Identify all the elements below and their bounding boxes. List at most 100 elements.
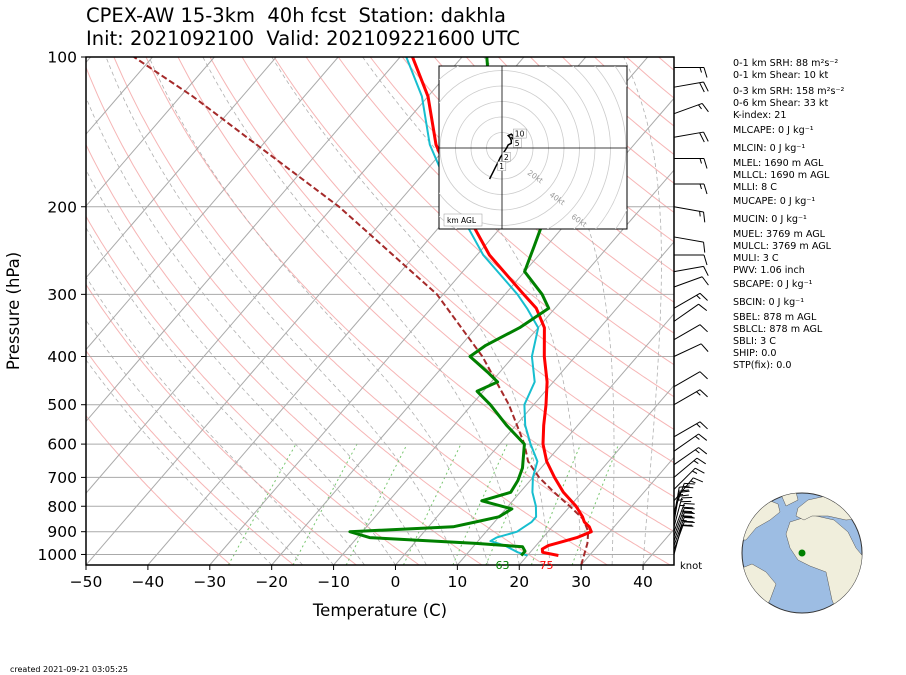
barb-staff xyxy=(673,265,704,273)
wind-barb xyxy=(674,254,708,266)
barb-half-feather xyxy=(694,449,700,454)
index-shear-0-1: 0-1 km Shear: 10 kt xyxy=(733,70,829,81)
wind-barb xyxy=(674,183,708,195)
index-mlel: MLEL: 1690 m AGL xyxy=(733,158,824,169)
y-tick-label: 100 xyxy=(47,49,77,67)
barb-staff xyxy=(673,487,680,517)
y-tick-label: 400 xyxy=(47,348,77,366)
barb-feather xyxy=(698,433,708,441)
globe-land-africa xyxy=(785,514,862,613)
x-tick-label: 40 xyxy=(633,573,653,591)
barb-feather xyxy=(684,503,695,505)
dry-adiabat xyxy=(273,57,674,430)
index-sbli: SBLI: 3 C xyxy=(733,336,776,347)
dry-adiabat xyxy=(113,57,608,565)
wind-barb xyxy=(673,236,706,253)
wind-barb xyxy=(673,131,709,143)
moist-adiabat xyxy=(202,57,520,565)
dry-adiabat xyxy=(86,349,295,565)
dry-adiabat xyxy=(209,57,674,498)
barb-staff xyxy=(673,206,704,213)
wind-barb xyxy=(673,303,708,322)
wind-barb xyxy=(673,433,708,452)
dry-adiabat xyxy=(145,57,671,565)
x-axis-label: Temperature (C) xyxy=(312,601,447,620)
wind-barb xyxy=(673,503,695,532)
isotherm xyxy=(580,456,674,565)
barb-feather xyxy=(699,324,708,333)
mixing-ratio-line xyxy=(292,443,358,565)
wind-barb xyxy=(674,158,708,169)
isotherm xyxy=(86,57,401,423)
wind-barb xyxy=(673,521,695,551)
mixing-ratio-line xyxy=(403,443,462,565)
dry-adiabat xyxy=(86,215,420,565)
barb-feather xyxy=(703,158,708,169)
moist-adiabat xyxy=(148,57,489,565)
barb-feather xyxy=(699,132,705,143)
barb-staff xyxy=(673,512,685,542)
barb-staff xyxy=(673,521,685,551)
barb-feather xyxy=(682,516,694,518)
wind-barb xyxy=(673,324,708,341)
y-tick-label: 300 xyxy=(47,286,77,304)
x-tick-label: −20 xyxy=(255,573,288,591)
chart-title-line2: Init: 2021092100 Valid: 202109221600 UTC xyxy=(86,27,520,50)
moist-adiabat xyxy=(271,57,551,565)
isotherm xyxy=(395,241,674,565)
y-tick-label: 800 xyxy=(47,498,77,516)
wind-barb xyxy=(673,477,704,502)
hodograph-height-label: 1 xyxy=(499,162,504,171)
wind-barb xyxy=(673,206,706,223)
barb-feather xyxy=(698,303,708,312)
barb-half-feather xyxy=(693,460,699,464)
index-mlli: MLLI: 8 C xyxy=(733,182,777,193)
isotherm xyxy=(271,97,674,565)
dry-adiabat xyxy=(433,57,674,273)
x-tick-label: 30 xyxy=(571,573,591,591)
dry-adiabat xyxy=(86,414,232,565)
barb-staff xyxy=(673,102,703,115)
wind-barb xyxy=(673,447,708,466)
barb-feather xyxy=(699,82,705,93)
y-tick-label: 500 xyxy=(47,396,77,414)
barb-staff xyxy=(673,492,680,522)
barb-feather xyxy=(693,477,704,483)
barb-feather xyxy=(703,211,706,223)
barb-staff xyxy=(673,467,696,490)
wind-barb xyxy=(673,102,709,115)
isotherm xyxy=(86,57,339,351)
barb-half-feather xyxy=(696,294,701,300)
barb-feather xyxy=(703,67,708,78)
hodograph-height-label: 2 xyxy=(504,153,509,162)
chart-title-line1: CPEX-AW 15-3km 40h fcst Station: dakhla xyxy=(86,4,506,27)
barb-feather xyxy=(682,520,694,523)
wind-barb xyxy=(674,67,708,78)
index-sbel: SBEL: 878 m AGL xyxy=(733,312,817,323)
x-tick-label: −40 xyxy=(132,573,165,591)
barb-staff xyxy=(673,303,699,322)
barb-feather xyxy=(679,485,690,488)
dry-adiabat xyxy=(86,66,546,565)
moist-adiabat xyxy=(86,96,427,565)
wind-barb xyxy=(673,421,708,438)
y-axis-label: Pressure (hPa) xyxy=(4,252,23,370)
wind-barb xyxy=(673,467,705,490)
moist-adiabat xyxy=(623,57,662,565)
wind-barb xyxy=(673,507,695,537)
x-tick-label: −50 xyxy=(70,573,103,591)
barb-feather xyxy=(703,242,706,253)
y-tick-label: 200 xyxy=(47,198,77,216)
moist-adiabat xyxy=(105,57,458,565)
x-tick-label: 0 xyxy=(391,573,401,591)
barb-half-feather xyxy=(692,470,698,474)
barb-staff xyxy=(673,447,699,466)
wind-barb xyxy=(673,81,709,93)
barb-staff xyxy=(673,517,685,546)
x-tick-label: 20 xyxy=(509,573,529,591)
dry-adiabat xyxy=(177,57,674,533)
mixing-ratio-line xyxy=(345,443,408,565)
barb-feather xyxy=(684,482,695,485)
mixing-ratio-line xyxy=(571,443,620,565)
isotherm xyxy=(333,169,674,565)
